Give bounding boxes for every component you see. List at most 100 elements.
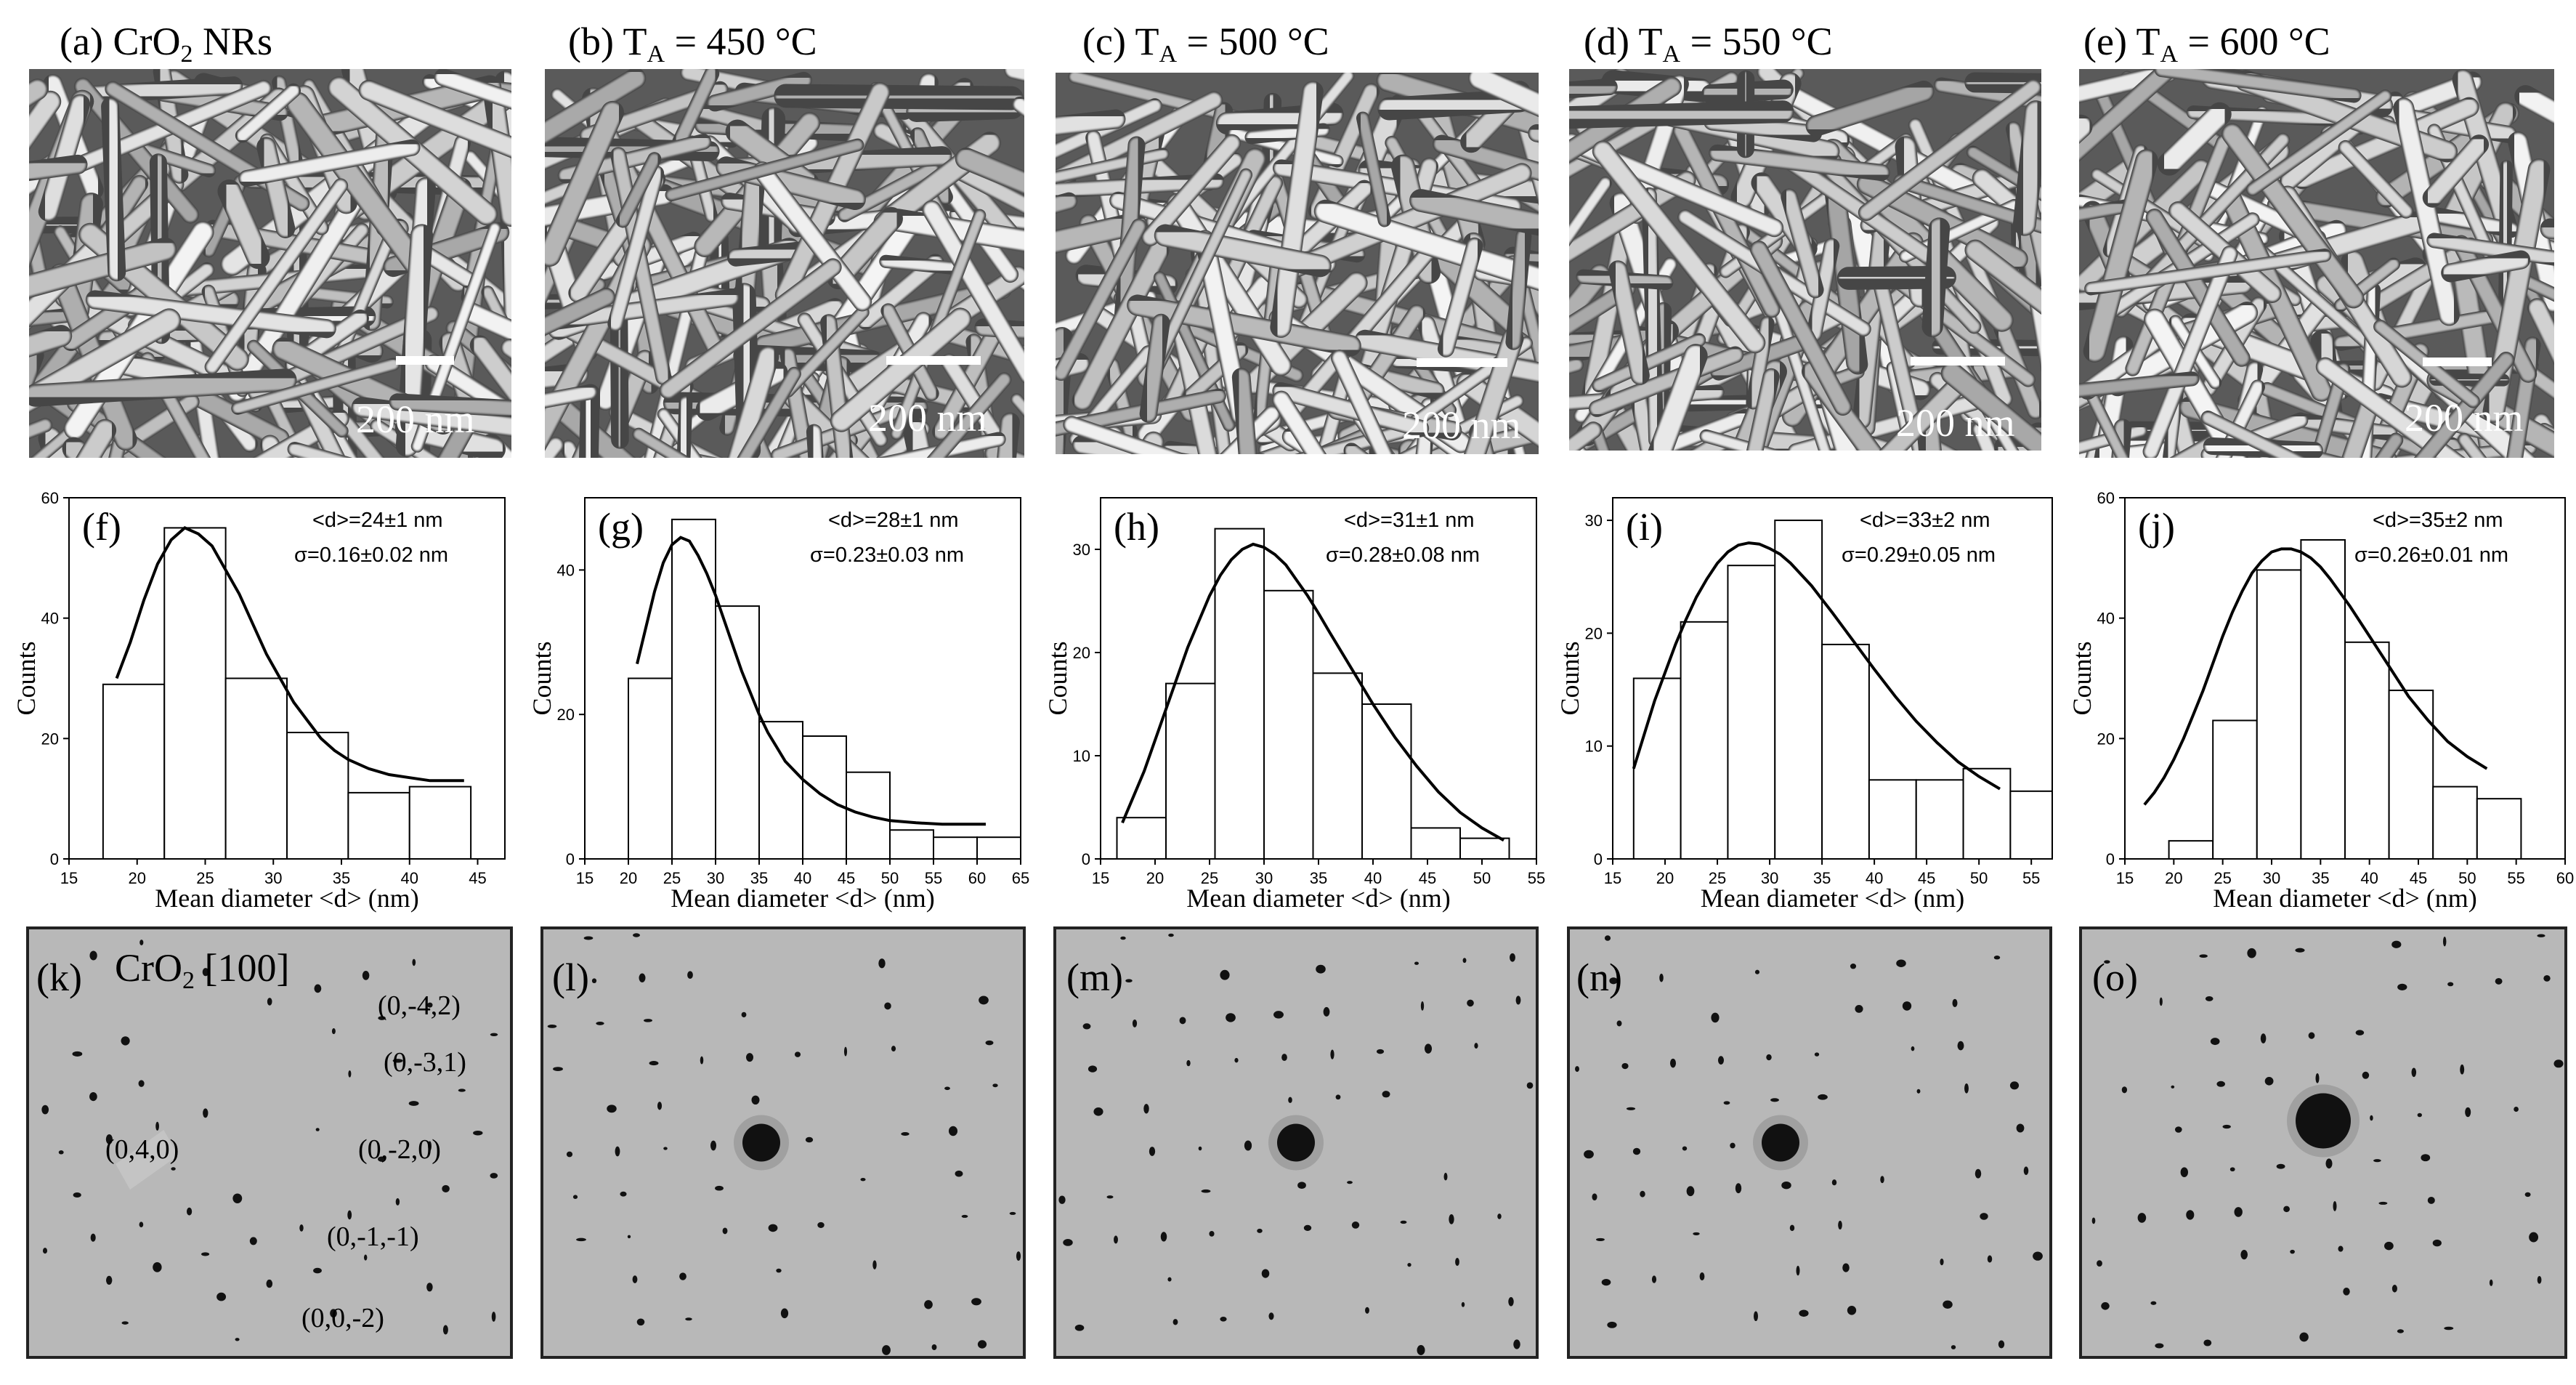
x-tick-label: 65: [1012, 869, 1029, 887]
y-axis-label: Counts: [12, 641, 41, 715]
histogram-bar: [1410, 827, 1461, 860]
histogram-f: 15 20 25 30 35 40 45 0 20 40 60 Mean diameter <d> (…: [0, 465, 516, 916]
sem-title-c: (c) TA = 500 °C: [1082, 20, 1329, 68]
histogram-g: 15 20 25 30 35 40 45 50 55 60 65 0 20 40 Mean diameter…: [516, 465, 1032, 916]
stat-mean: <d>=33±2 nm: [1860, 509, 1990, 532]
x-tick-label: 35: [750, 869, 768, 887]
stat-sigma: σ=0.29±0.05 nm: [1842, 544, 1996, 567]
sem-title-d: (d) TA = 550 °C: [1584, 20, 1833, 68]
histogram-bar: [286, 732, 349, 860]
miller-index-label: (0,4,0): [105, 1134, 179, 1165]
panel-letter: (i): [1626, 505, 1663, 549]
x-tick-label: 45: [469, 869, 486, 887]
diffraction-spots: [2082, 929, 2564, 1356]
y-axis-label: Counts: [527, 641, 556, 715]
x-tick-label: 40: [401, 869, 418, 887]
x-tick-label: 20: [620, 869, 637, 887]
nanorod-texture: [1056, 73, 1539, 454]
x-tick-label: 15: [1604, 869, 1621, 887]
x-tick-label: 15: [60, 869, 78, 887]
y-tick-label: 40: [2097, 610, 2115, 628]
x-tick-label: 15: [2116, 869, 2134, 887]
y-tick-label: 20: [1585, 624, 1603, 642]
saed-letter-o: (o): [2092, 956, 2138, 999]
histogram-bar: [671, 518, 716, 860]
histogram-bar: [628, 677, 673, 860]
histogram-j: 15 20 25 30 35 40 45 50 55 60 0 20 40 60 Mean diameter…: [2056, 465, 2576, 916]
saed-title-k: CrO2 [100]: [115, 946, 290, 994]
scalebar-label-d: 200 nm: [1896, 401, 2015, 445]
histogram-bar: [715, 605, 760, 860]
histogram-bar: [2168, 840, 2214, 860]
y-tick-label: 60: [41, 489, 59, 507]
lognormal-fit-line: [2143, 547, 2488, 806]
x-tick-label: 40: [1364, 869, 1382, 887]
x-tick-label: 35: [1813, 869, 1831, 887]
histogram-bar: [1774, 520, 1823, 860]
x-axis-label: Mean diameter <d> (nm): [1186, 884, 1450, 913]
x-tick-label: 20: [1656, 869, 1674, 887]
y-tick-label: 0: [566, 850, 575, 868]
x-tick-label: 25: [196, 869, 214, 887]
nanorod-texture: [29, 69, 511, 458]
histogram-bar: [347, 791, 410, 860]
panel-letter: (j): [2138, 505, 2175, 549]
y-tick-label: 0: [50, 850, 59, 868]
x-tick-label: 25: [663, 869, 681, 887]
x-tick-label: 45: [2410, 869, 2427, 887]
histogram-bar: [102, 683, 166, 860]
x-tick-label: 55: [2507, 869, 2524, 887]
stat-sigma: σ=0.26±0.01 nm: [2354, 544, 2508, 567]
x-tick-label: 55: [2022, 869, 2040, 887]
saed-pattern-o: [2079, 926, 2567, 1359]
sem-title-b: (b) TA = 450 °C: [568, 20, 817, 68]
histogram-bar: [1868, 779, 1917, 860]
sem-image-e: [2079, 69, 2554, 458]
x-axis-label: Mean diameter <d> (nm): [1701, 884, 1964, 913]
histogram-bar: [1214, 528, 1265, 860]
x-tick-label: 50: [2458, 869, 2476, 887]
stat-sigma: σ=0.23±0.03 nm: [810, 544, 964, 567]
histogram-bar: [408, 786, 472, 860]
histogram-plot: 15 20 25 30 35 40 45 50 55 60 0 20 40 60 Mean diameter…: [2067, 489, 2574, 913]
x-tick-label: 20: [1146, 869, 1164, 887]
x-tick-label: 25: [1709, 869, 1726, 887]
x-tick-label: 50: [1473, 869, 1491, 887]
scalebar-d: [1911, 357, 2005, 366]
histogram-bar: [2344, 641, 2390, 860]
x-tick-label: 40: [1866, 869, 1883, 887]
x-tick-label: 50: [881, 869, 899, 887]
histogram-bar: [933, 836, 978, 860]
saed-letter-m: (m): [1066, 956, 1123, 999]
sem-title-a: (a) CrO2 NRs: [60, 20, 272, 68]
x-tick-label: 50: [1970, 869, 1988, 887]
histogram-bar: [1459, 837, 1510, 860]
lognormal-fit-line: [1121, 542, 1504, 842]
y-tick-label: 40: [557, 561, 575, 579]
diffraction-spots: [543, 929, 1023, 1356]
histogram-bar: [1263, 589, 1314, 860]
histogram-bar: [758, 721, 803, 860]
y-tick-label: 30: [1585, 512, 1603, 530]
histogram-bar: [1727, 565, 1776, 860]
x-tick-label: 55: [1528, 869, 1545, 887]
x-tick-label: 30: [2263, 869, 2280, 887]
sem-image-a: [29, 69, 511, 458]
x-tick-label: 45: [1419, 869, 1436, 887]
panel-letter: (h): [1114, 505, 1159, 549]
x-axis-label: Mean diameter <d> (nm): [2213, 884, 2476, 913]
x-tick-label: 20: [129, 869, 146, 887]
miller-index-label: (0,-3,1): [384, 1047, 466, 1078]
sem-image-b: [545, 69, 1024, 458]
histogram-bar: [889, 829, 934, 860]
x-tick-label: 20: [2165, 869, 2182, 887]
x-tick-label: 45: [838, 869, 855, 887]
miller-index-label: (0,-4,2): [378, 990, 461, 1021]
histogram-bar: [2476, 798, 2522, 860]
saed-pattern-k: [26, 926, 513, 1359]
saed-pattern-n: [1567, 926, 2052, 1359]
x-tick-label: 15: [1092, 869, 1109, 887]
y-tick-label: 0: [1082, 850, 1090, 868]
lognormal-fit-line: [115, 526, 464, 783]
